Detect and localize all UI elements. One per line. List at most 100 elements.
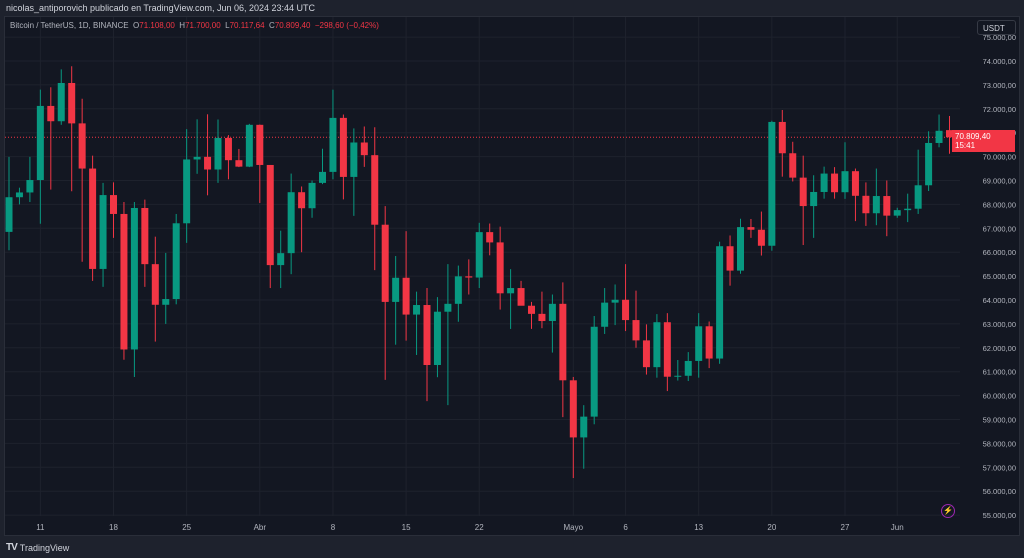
time-axis-label: 20 [767,523,776,532]
candle-body-down [486,232,494,243]
time-axis-label: Mayo [564,523,584,532]
price-axis-label: 67.000,00 [983,224,1016,233]
candle-body-up [893,210,901,216]
candle-body-up [245,124,253,167]
price-axis-label: 72.000,00 [983,105,1016,114]
candle-body-up [172,223,180,300]
low-label: L [225,21,230,30]
time-axis-label: 27 [841,523,850,532]
candle-body-down [851,171,859,196]
candle-body-down [298,192,306,209]
change-value: −298,60 (−0,42%) [314,21,379,30]
candle-body-up [214,137,222,170]
candle-body-up [611,299,619,303]
candle-body-up [433,311,441,366]
candle-body-up [904,208,912,211]
candle-body-down [831,173,839,193]
lightning-icon[interactable]: ⚡ [941,504,955,518]
candle-body-down [266,164,274,266]
high-value: 71.700,00 [185,21,221,30]
open-label: O [133,21,140,30]
price-axis-label: 64.000,00 [983,296,1016,305]
candle-body-down [339,117,347,177]
close-value: 70.809,40 [274,21,311,30]
candle-body-down [141,207,149,265]
time-axis-label: 22 [475,523,484,532]
candle-body-up [716,246,724,359]
symbol-legend: Bitcoin / TetherUS, 1D, BINANCE O71.108,… [10,21,379,30]
time-axis-label: 11 [36,523,45,532]
price-axis-label: 65.000,00 [983,272,1016,281]
candle-body-down [726,246,734,271]
candle-body-down [778,121,786,154]
candle-body-up [392,277,400,302]
candle-body-up [193,156,201,160]
candle-body-down [423,305,431,366]
candle-body-up [925,142,933,186]
candle-body-down [78,123,86,169]
time-axis-label: Jun [891,523,904,532]
open-value: 71.108,00 [139,21,175,30]
candle-body-down [747,227,755,230]
candle-body-down [663,322,671,377]
candle-body-up [684,360,692,376]
candle-body-up [329,117,337,172]
time-axis-label: 25 [182,523,191,532]
candle-body-down [256,124,264,165]
candle-body-down [517,288,525,306]
candle-body-down [360,142,368,156]
candle-body-up [319,171,326,183]
price-axis-label: 61.000,00 [983,368,1016,377]
candle-body-down [946,130,953,138]
candle-body-up [820,173,828,192]
price-axis-label: 58.000,00 [983,439,1016,448]
candle-body-up [507,288,515,294]
candle-body-down [789,153,797,178]
candle-body-down [757,229,765,246]
candle-body-down [799,177,807,207]
candle-body-up [475,232,483,278]
candle-body-up [810,191,818,207]
candle-body-up [768,121,776,246]
candle-body-up [287,192,295,254]
price-axis-label: 62.000,00 [983,344,1016,353]
candle-body-down [402,277,410,315]
candle-body-down [632,320,640,341]
candle-body-up [5,197,13,232]
candle-body-down [204,156,212,170]
price-axis-label: 68.000,00 [983,200,1016,209]
candle-body-down [68,82,76,124]
candle-body-up [841,171,849,193]
close-label: C [269,21,275,30]
price-axis-label: 60.000,00 [983,392,1016,401]
time-axis-label: 15 [402,523,411,532]
symbol-title: Bitcoin / TetherUS, 1D, BINANCE [10,21,129,30]
candle-body-up [601,302,609,327]
time-axis-label: 18 [109,523,118,532]
low-value: 70.117,64 [229,21,265,30]
last-price-label: 70.809,40 15:41 [952,130,1015,152]
candle-body-up [737,227,744,271]
candle-body-down [569,380,577,438]
candle-body-down [883,196,891,216]
candle-body-down [235,160,243,167]
candle-body-down [371,155,379,225]
currency-button[interactable]: USDT [977,20,1016,35]
time-axis-label: 8 [331,523,336,532]
candle-body-up [548,303,556,322]
tradingview-logo-icon: TV [6,542,18,553]
last-price-value: 70.809,40 [955,132,991,141]
price-axis-label: 69.000,00 [983,177,1016,186]
price-axis-label: 74.000,00 [983,57,1016,66]
candle-body-down [224,137,232,161]
price-axis-label: 57.000,00 [983,463,1016,472]
candle-body-down [559,303,567,381]
candle-body-down [47,105,55,122]
high-label: H [179,21,186,30]
bar-countdown: 15:41 [955,141,976,150]
price-axis-label: 55.000,00 [983,511,1016,520]
time-axis-label: Abr [254,523,267,532]
candle-body-down [151,264,159,305]
time-axis-label: 13 [694,523,703,532]
